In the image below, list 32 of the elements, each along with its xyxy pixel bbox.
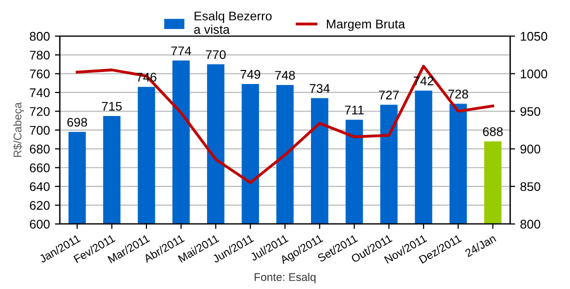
y-tick-label: 800	[30, 32, 50, 41]
legend-label: Esalq Bezerro a vista	[194, 11, 272, 34]
data-label: 774	[171, 46, 192, 56]
y-tick-label: 700	[30, 126, 50, 135]
y-tick-label: 760	[30, 69, 50, 78]
y-tick-label: 720	[30, 107, 50, 116]
data-label: 749	[240, 70, 260, 79]
data-label: 715	[102, 102, 122, 111]
data-label: 727	[379, 90, 399, 100]
y-axis-title: R$/Cabeça	[13, 102, 24, 157]
data-label: 698	[67, 118, 88, 127]
y-tick-label: 600	[30, 220, 50, 229]
y2-tick-label: 950	[520, 107, 540, 116]
data-label: 688	[483, 127, 503, 136]
y2-tick-label: 1050	[520, 32, 548, 41]
data-label: 711	[344, 106, 364, 114]
y-tick-label: 660	[30, 163, 50, 172]
data-label: 748	[275, 70, 295, 80]
y-tick-label: 680	[30, 144, 50, 154]
data-label: 728	[448, 90, 468, 99]
y-tick-label: 780	[30, 50, 50, 60]
data-label: 770	[206, 50, 226, 60]
y2-tick-label: 1000	[520, 69, 548, 78]
legend-label: Margem Bruta	[326, 20, 406, 31]
y2-tick-label: 900	[520, 144, 540, 154]
data-label: 734	[310, 84, 330, 93]
y-tick-label: 640	[30, 182, 50, 192]
source-note: Fonte: Esalq	[254, 272, 316, 284]
y2-tick-label: 800	[520, 220, 540, 229]
y2-tick-label: 850	[520, 182, 540, 192]
y-tick-label: 620	[30, 200, 50, 210]
y-tick-label: 740	[30, 88, 50, 98]
